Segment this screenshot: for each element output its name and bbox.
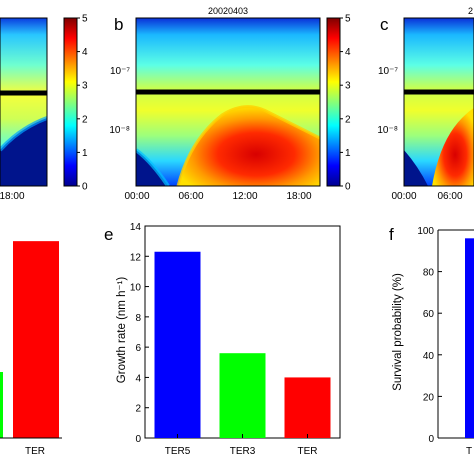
- heatmap-b-low-edge: [136, 148, 170, 186]
- bar-ter: [284, 377, 331, 438]
- y-tick-label: 2: [135, 404, 141, 415]
- colorbar-b: [326, 17, 341, 187]
- y-tick-label: 10⁻⁸: [377, 125, 398, 136]
- colorbar-tick-label: 5: [82, 14, 88, 25]
- panel-letter-c: c: [380, 15, 389, 34]
- bar-t: [465, 238, 474, 438]
- bar-ter5: [154, 251, 201, 438]
- colorbar-tick-label: 1: [345, 148, 351, 159]
- y-tick-label: 10⁻⁷: [110, 66, 130, 77]
- bar-partial: [0, 372, 3, 438]
- panel-letter-f: f: [389, 225, 394, 244]
- y-tick-label: 4: [135, 373, 141, 384]
- x-tick-label: TER: [298, 446, 318, 457]
- y-tick-label: 0: [135, 434, 141, 445]
- heatmap-a: [0, 18, 47, 186]
- bar-ter3: [219, 353, 266, 438]
- heatmap-c-hot-region: [432, 108, 474, 186]
- panel-title-c: 2: [468, 6, 473, 16]
- y-tick-label: 14: [130, 222, 142, 233]
- y-tick-label: 40: [423, 351, 435, 362]
- x-tick-label: 06:00: [178, 191, 203, 202]
- x-tick-label: 12:00: [232, 191, 257, 202]
- colorbar-a: [63, 17, 78, 187]
- heatmap-b: [136, 18, 320, 186]
- heatmap-c: [404, 18, 474, 186]
- panel-letter-b: b: [114, 15, 123, 34]
- y-tick-label: 12: [130, 252, 142, 263]
- bar-ter: [13, 241, 59, 438]
- y-tick-label: 6: [135, 343, 141, 354]
- y-tick-label: 60: [423, 309, 435, 320]
- panel-letter-e: e: [104, 225, 113, 244]
- x-tick-label: TER: [25, 446, 45, 457]
- colorbar-tick-label: 3: [345, 81, 351, 92]
- heatmap-c-low-region: [404, 150, 428, 186]
- heatmap-a-edge: [0, 116, 47, 152]
- y-tick-label: 20: [423, 392, 435, 403]
- colorbar-tick-label: 4: [82, 47, 88, 58]
- y-tick-label: 80: [423, 268, 435, 279]
- panel-title-b: 20020403: [208, 6, 248, 16]
- colorbar-tick-label: 3: [82, 81, 88, 92]
- x-tick-label: 18:00: [286, 191, 311, 202]
- y-tick-label: 100: [417, 226, 434, 237]
- heatmap-a-low-region: [0, 118, 47, 186]
- y-axis-label-f: Survival probability (%): [392, 273, 404, 391]
- colorbar-tick-label: 1: [82, 148, 88, 159]
- heatmap-b-hot-region: [178, 106, 320, 186]
- x-tick-label: 00:00: [124, 191, 149, 202]
- colorbar-tick-label: 0: [82, 182, 88, 193]
- colorbar-tick-label: 4: [345, 47, 351, 58]
- y-tick-label: 0: [428, 434, 434, 445]
- y-tick-label: 8: [135, 313, 141, 324]
- colorbar-tick-label: 2: [345, 114, 351, 125]
- y-tick-label: 10⁻⁷: [378, 66, 398, 77]
- x-tick-label: 00:00: [391, 191, 416, 202]
- colorbar-tick-label: 0: [345, 182, 351, 193]
- colorbar-tick-label: 2: [82, 114, 88, 125]
- x-tick-label: 06:00: [437, 191, 462, 202]
- y-tick-label: 10: [130, 283, 142, 294]
- x-tick-label: TER3: [230, 446, 256, 457]
- y-tick-label: 10⁻⁸: [109, 125, 130, 136]
- y-axis-label-e: Growth rate (nm h⁻¹): [116, 277, 128, 384]
- colorbar-tick-label: 5: [345, 14, 351, 25]
- x-tick-label: T: [466, 446, 472, 457]
- heatmap-b-hot-edge: [176, 105, 320, 186]
- x-tick-label: 18:00: [0, 191, 25, 202]
- x-tick-label: TER5: [165, 446, 191, 457]
